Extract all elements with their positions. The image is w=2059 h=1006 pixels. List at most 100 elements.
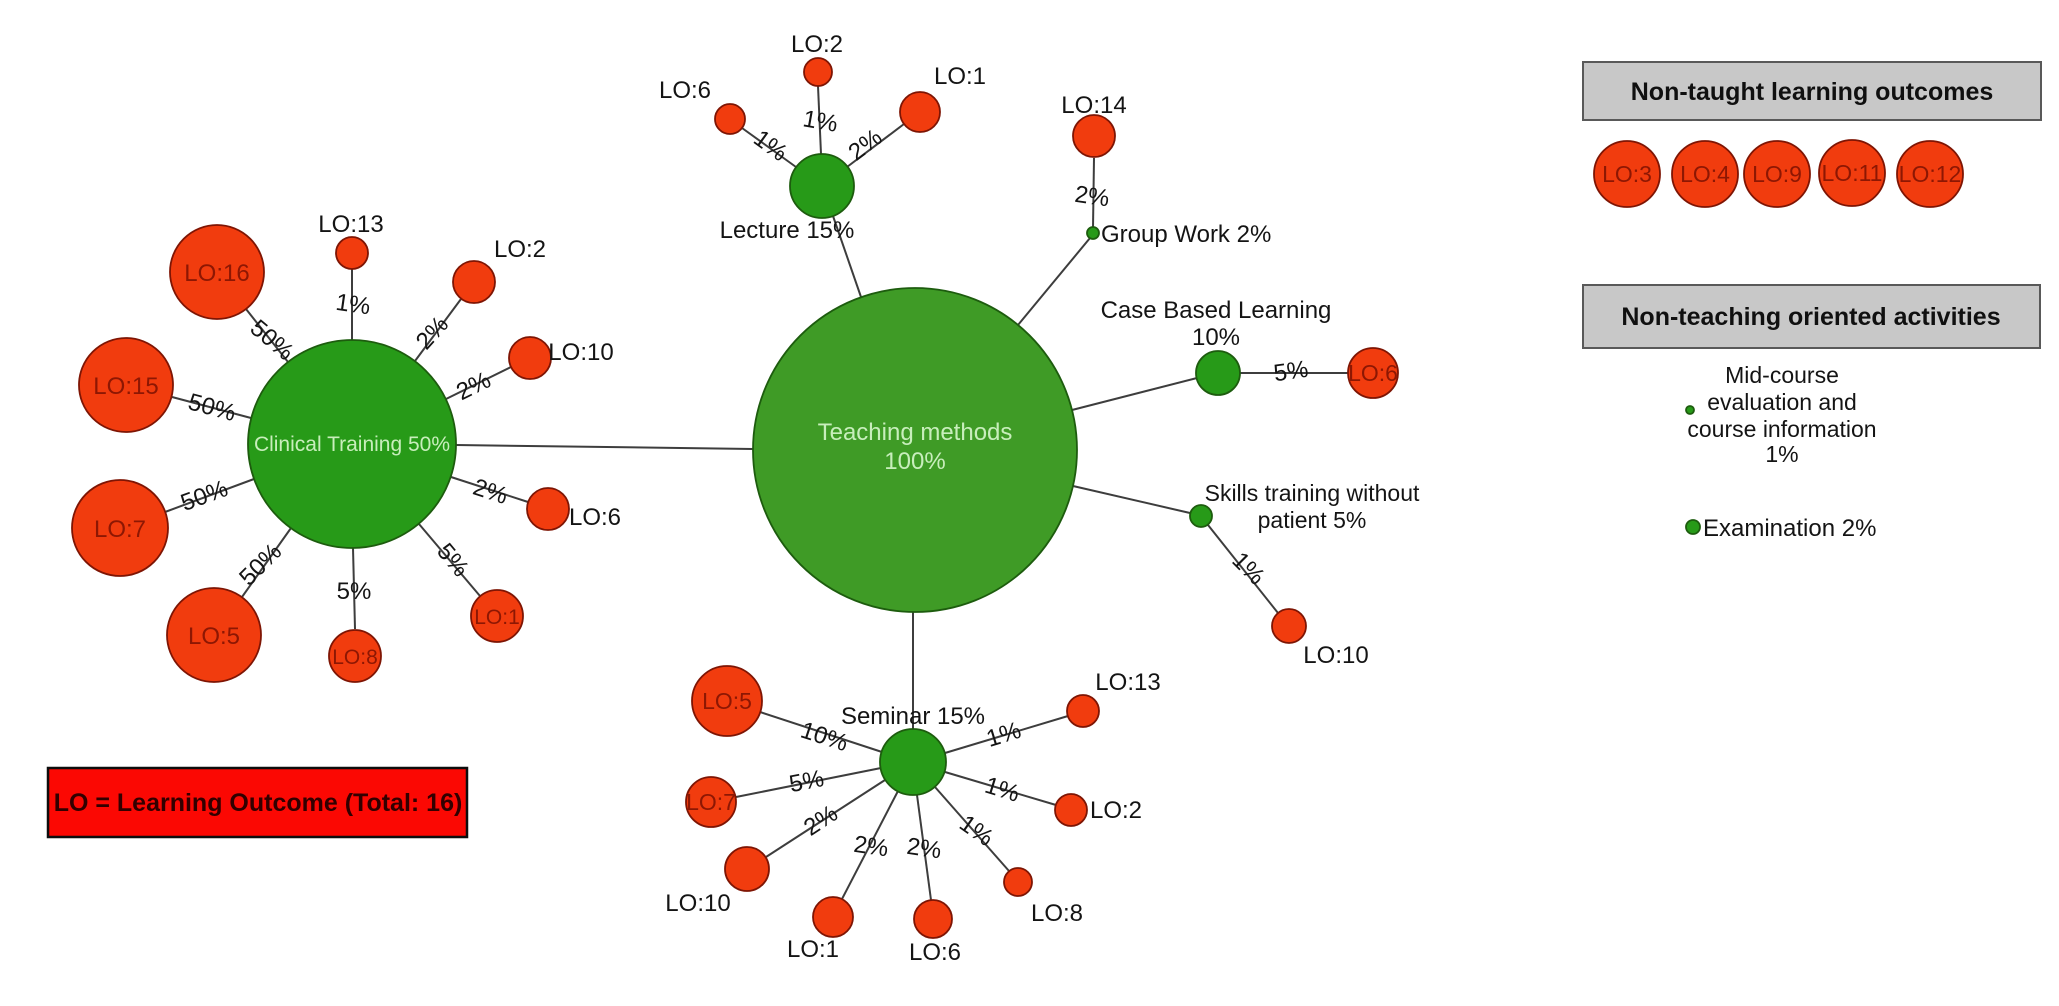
seminar-lo10-pct: 2% [799, 800, 843, 842]
cbl-cluster: Case Based Learning 10% LO:6 5% [1101, 297, 1399, 399]
seminar-lo10-label: LO:10 [665, 890, 730, 917]
clinical-lo13-label: LO:13 [318, 211, 383, 238]
seminar-lo2-label: LO:2 [1090, 797, 1142, 824]
lecture-lo1-pct: 2% [844, 124, 888, 166]
clinical-lo13-pct: 1% [334, 289, 372, 321]
skills-lo10-pct: 1% [1226, 547, 1270, 591]
lecture-lo2-node [803, 57, 833, 87]
mid-course-line2: evaluation and [1707, 389, 1857, 415]
clinical-lo13-node [335, 236, 369, 270]
clinical-lo16-label: LO:16 [184, 260, 249, 287]
clinical-lo10-pct: 2% [452, 367, 495, 406]
edge-center-clinical [455, 444, 754, 450]
edge-clinical-lo2 [414, 298, 462, 362]
seminar-lo13-node [1066, 694, 1100, 728]
clinical-lo10-label: LO:10 [548, 339, 613, 366]
clinical-lo6-node [526, 487, 570, 531]
examination-dot [1685, 519, 1701, 535]
edge-seminar-lo1 [841, 790, 899, 900]
non-taught-lo3-node [1593, 140, 1661, 208]
examination-label: Examination 2% [1703, 515, 1876, 542]
clinical-lo6-pct: 2% [470, 474, 511, 510]
cbl-label-line1: Case Based Learning [1101, 297, 1332, 324]
edge-lecture-lo2 [817, 85, 822, 155]
skills-lo10-node [1271, 608, 1307, 644]
seminar-lo13-label: LO:13 [1095, 669, 1160, 696]
center-node-group: Teaching methods 100% [752, 287, 1078, 613]
non-taught-panel: Non-taught learning outcomes LO:3 LO:4 L… [1582, 61, 2042, 208]
clinical-lo15-pct: 50% [185, 388, 238, 427]
skills-node [1189, 504, 1213, 528]
skills-label-line2: patient 5% [1258, 507, 1367, 533]
clinical-lo7-label: LO:7 [94, 516, 146, 543]
seminar-lo1-pct: 2% [852, 831, 890, 863]
seminar-lo6-node [913, 899, 953, 939]
edge-clinical-lo5 [241, 527, 292, 598]
clinical-lo16-node [169, 224, 265, 320]
non-teaching-header-title: Non-teaching oriented activities [1621, 303, 2000, 331]
edge-groupwork-lo14 [1092, 157, 1095, 229]
lecture-lo2-label: LO:2 [791, 31, 843, 58]
mid-course-line4: 1% [1765, 441, 1798, 467]
legend-box [46, 766, 469, 839]
edge-seminar-lo5 [759, 711, 883, 753]
non-taught-lo12-label: LO:12 [1899, 161, 1962, 187]
groupwork-lo14-label: LO:14 [1061, 92, 1126, 119]
cbl-lo6-label: LO:6 [1348, 360, 1398, 386]
seminar-lo7-node [685, 776, 737, 828]
seminar-lo5-label: LO:5 [702, 688, 752, 714]
edge-seminar-lo7 [735, 767, 882, 798]
seminar-lo2-pct: 1% [982, 772, 1023, 808]
edge-seminar-lo6 [916, 794, 932, 901]
clinical-lo6-label: LO:6 [569, 504, 621, 531]
seminar-lo1-node [812, 896, 854, 938]
lecture-node [789, 153, 855, 219]
clinical-lo8-node [328, 629, 382, 683]
clinical-training-label: Clinical Training 50% [254, 433, 450, 456]
non-teaching-panel: Non-teaching oriented activities Mid-cou… [1582, 284, 2041, 542]
non-taught-lo3-label: LO:3 [1602, 161, 1652, 187]
non-taught-lo12-node [1896, 140, 1964, 208]
seminar-lo8-node [1003, 867, 1033, 897]
clinical-lo10-node [508, 336, 552, 380]
clinical-lo1-node [470, 589, 524, 643]
mid-course-line3: course information [1687, 416, 1876, 442]
groupwork-node [1086, 226, 1100, 240]
seminar-lo13-pct: 1% [983, 717, 1024, 753]
edge-lecture-lo6 [741, 127, 797, 168]
non-taught-lo11-node [1818, 139, 1886, 207]
non-taught-lo9-label: LO:9 [1752, 161, 1802, 187]
teaching-methods-label-line1: Teaching methods [818, 419, 1013, 446]
groupwork-lo14-node [1072, 114, 1116, 158]
edge-clinical-lo1 [418, 523, 481, 597]
groupwork-cluster: Group Work 2% LO:14 2% [1061, 92, 1271, 248]
legend-text: LO = Learning Outcome (Total: 16) [54, 789, 463, 817]
hub-edges [455, 215, 1198, 729]
non-taught-lo4-label: LO:4 [1680, 161, 1730, 187]
edge-skills-lo10 [1207, 524, 1279, 614]
clinical-lo7-node [71, 479, 169, 577]
teaching-methods-label-line2: 100% [884, 448, 945, 475]
skills-lo10-label: LO:10 [1303, 642, 1368, 669]
seminar-node [879, 728, 947, 796]
clinical-training-node [247, 339, 457, 549]
non-taught-lo11-label: LO:11 [1822, 160, 1883, 186]
seminar-lo6-pct: 2% [905, 833, 943, 865]
cbl-lo6-pct: 5% [1272, 356, 1310, 388]
clinical-lo16-pct: 50% [245, 314, 299, 366]
non-taught-lo9-node [1743, 140, 1811, 208]
non-taught-header-box [1582, 61, 2042, 121]
clinical-lo7-pct: 50% [177, 475, 231, 517]
non-teaching-header-box [1582, 284, 2041, 349]
seminar-lo8-label: LO:8 [1031, 900, 1083, 927]
clinical-lo15-node [78, 337, 174, 433]
lecture-cluster: Lecture 15% LO:6 LO:2 LO:1 1% 1% 2% [659, 31, 986, 244]
edge-clinical-lo15 [171, 396, 252, 419]
edge-seminar-lo2 [944, 771, 1057, 806]
mid-course-dot [1685, 405, 1695, 415]
seminar-label: Seminar 15% [841, 703, 985, 730]
clinical-lo5-node [166, 587, 262, 683]
seminar-lo6-label: LO:6 [909, 939, 961, 966]
